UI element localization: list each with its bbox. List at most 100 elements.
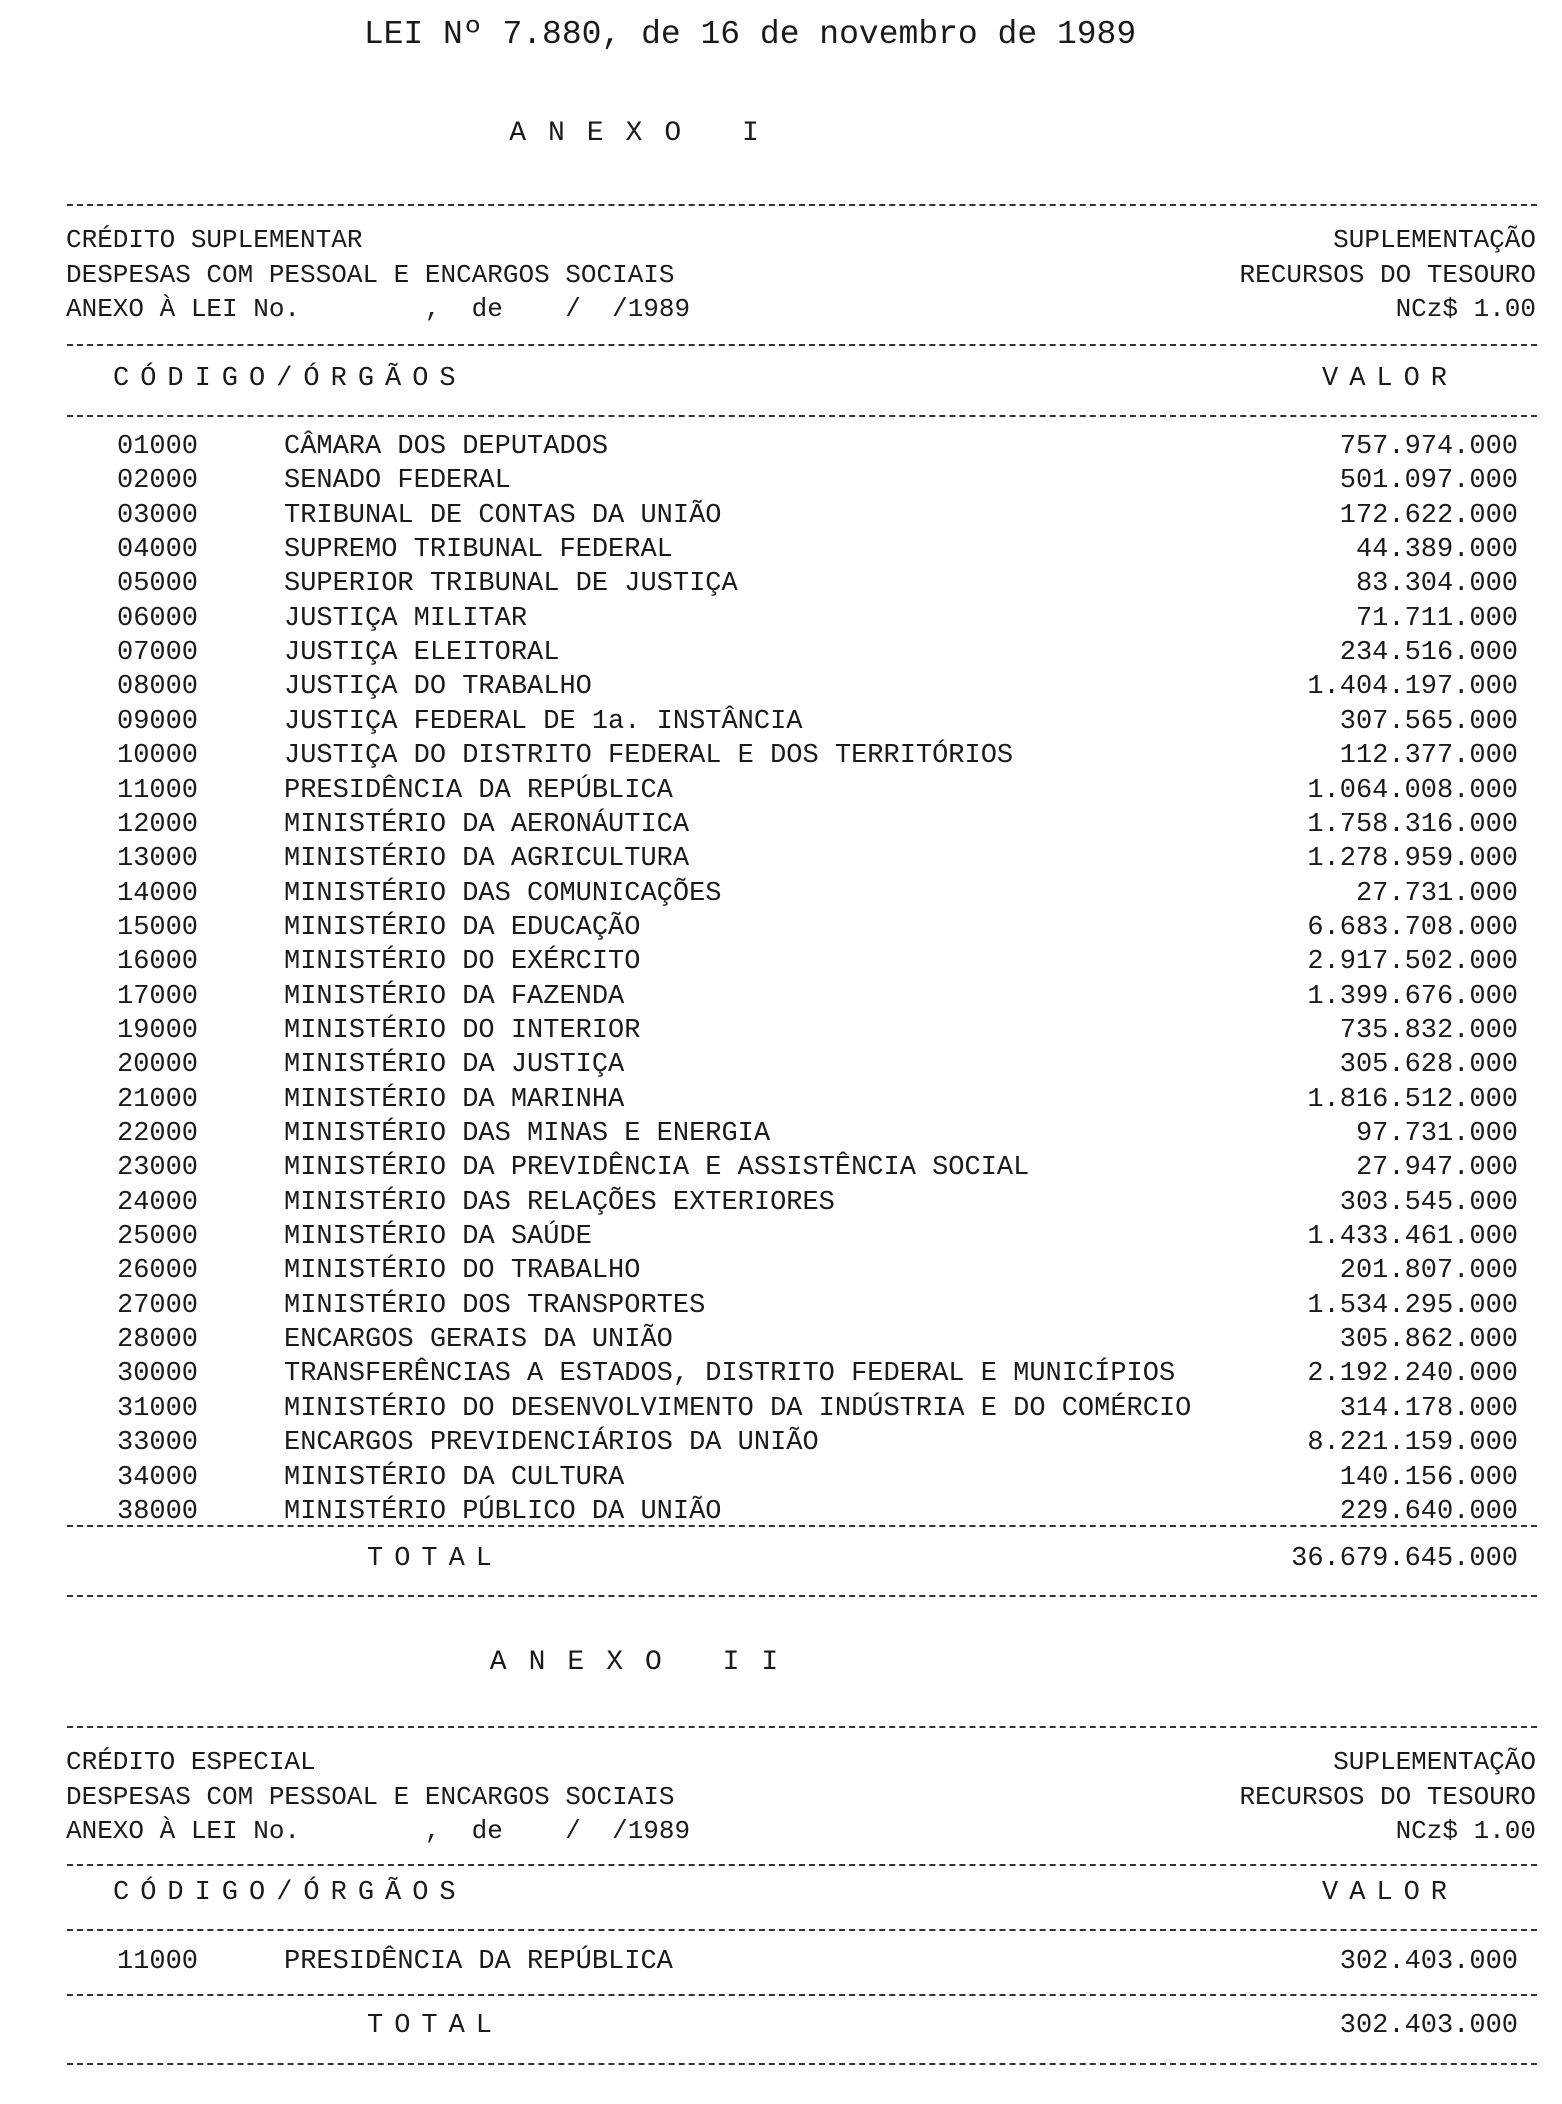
total-value: 302.403.000: [1339, 2011, 1518, 2041]
row-value: 735.832.000: [1339, 1015, 1518, 1046]
row-code: 14000: [117, 878, 199, 909]
divider: [67, 1994, 1537, 1996]
row-value: 97.731.000: [1355, 1119, 1518, 1149]
header-right-line: SUPLEMENTAÇÃO: [1333, 225, 1536, 255]
divider: [67, 1595, 1537, 1597]
row-name: MINISTÉRIO DA AERONÁUTICA: [284, 809, 690, 840]
divider: [67, 415, 1537, 417]
row-name: MINISTÉRIO DO EXÉRCITO: [284, 947, 641, 978]
row-value: 303.545.000: [1339, 1187, 1518, 1218]
header-left-line: ANEXO À LEI No. , de / /1989: [66, 294, 691, 324]
table-row: 15000 MINISTÉRIO DA EDUCAÇÃO 6.683.708.000: [0, 913, 1562, 947]
row-value: 229.640.000: [1339, 1496, 1518, 1527]
table-row: 14000 MINISTÉRIO DAS COMUNICAÇÕES 27.731.0…: [0, 879, 1562, 913]
row-name: MINISTÉRIO DO TRABALHO: [284, 1256, 641, 1287]
row-code: 08000: [117, 672, 199, 703]
row-value: 8.221.159.000: [1307, 1428, 1518, 1459]
row-name: SENADO FEDERAL: [284, 466, 511, 497]
row-name: JUSTIÇA DO DISTRITO FEDERAL E DOS TERRIT…: [284, 741, 1014, 772]
table-row: 01000 CÂMARA DOS DEPUTADOS 757.974.000: [0, 432, 1562, 466]
row-value: 1.534.295.000: [1307, 1290, 1518, 1321]
header-left-line: DESPESAS COM PESSOAL E ENCARGOS SOCIAIS: [66, 1781, 675, 1812]
table-row: 16000 MINISTÉRIO DO EXÉRCITO 2.917.502.000: [0, 947, 1562, 981]
row-name: PRESIDÊNCIA DA REPÚBLICA: [284, 1947, 673, 1977]
table-row: 22000 MINISTÉRIO DAS MINAS E ENERGIA 97.73…: [0, 1119, 1562, 1153]
row-value: 27.731.000: [1355, 878, 1518, 909]
row-code: 28000: [117, 1325, 199, 1356]
table-row: 17000 MINISTÉRIO DA FAZENDA 1.399.676.000: [0, 982, 1562, 1016]
row-value: 172.622.000: [1339, 500, 1518, 531]
column-header-value: VALOR: [1322, 1878, 1459, 1908]
header-left-line: CRÉDITO ESPECIAL: [66, 1747, 316, 1777]
row-value: 27.947.000: [1355, 1153, 1518, 1184]
row-code: 25000: [117, 1222, 199, 1253]
row-name: SUPERIOR TRIBUNAL DE JUSTIÇA: [284, 569, 738, 600]
header-right-line: NCz$ 1.00: [1395, 294, 1536, 324]
divider: [67, 2063, 1537, 2065]
table-row: 10000 JUSTIÇA DO DISTRITO FEDERAL E DOS T…: [0, 741, 1562, 775]
row-value: 1.278.959.000: [1307, 844, 1518, 875]
table-row: 13000 MINISTÉRIO DA AGRICULTURA 1.278.959.…: [0, 844, 1562, 878]
row-name: TRANSFERÊNCIAS A ESTADOS, DISTRITO FEDER…: [284, 1359, 1176, 1390]
row-code: 11000: [117, 775, 199, 806]
row-value: 1.064.008.000: [1307, 775, 1518, 806]
row-value: 83.304.000: [1355, 569, 1518, 600]
row-name: MINISTÉRIO DAS RELAÇÕES EXTERIORES: [284, 1187, 835, 1218]
row-code: 09000: [117, 706, 199, 737]
annex-heading: ANEXO II: [489, 1647, 801, 1678]
table-row: 11000 PRESIDÊNCIA DA REPÚBLICA 302.403.000: [0, 1947, 1562, 1981]
table-row: 33000 ENCARGOS PREVIDENCIÁRIOS DA UNIÃO 8.…: [0, 1428, 1562, 1462]
row-code: 20000: [117, 1050, 199, 1081]
header-right-line: RECURSOS DO TESOURO: [1239, 1781, 1536, 1812]
row-name: JUSTIÇA DO TRABALHO: [284, 672, 592, 703]
row-code: 21000: [117, 1084, 199, 1115]
table-row: 11000 PRESIDÊNCIA DA REPÚBLICA 1.064.008.0…: [0, 776, 1562, 810]
header-right-line: RECURSOS DO TESOURO: [1239, 259, 1536, 290]
row-code: 05000: [117, 569, 199, 600]
row-value: 307.565.000: [1339, 706, 1518, 737]
row-name: JUSTIÇA FEDERAL DE 1a. INSTÂNCIA: [284, 706, 803, 737]
row-code: 02000: [117, 466, 199, 497]
row-value: 2.917.502.000: [1307, 947, 1518, 978]
row-value: 6.683.708.000: [1307, 912, 1518, 943]
row-name: MINISTÉRIO PÚBLICO DA UNIÃO: [284, 1496, 722, 1527]
row-code: 17000: [117, 981, 199, 1012]
table-row: 06000 JUSTIÇA MILITAR 71.711.000: [0, 604, 1562, 638]
row-value: 305.628.000: [1339, 1050, 1518, 1081]
table-row: 20000 MINISTÉRIO DA JUSTIÇA 305.628.000: [0, 1050, 1562, 1084]
table-row: 02000 SENADO FEDERAL 501.097.000: [0, 466, 1562, 500]
table-row: 30000 TRANSFERÊNCIAS A ESTADOS, DISTRITO …: [0, 1359, 1562, 1393]
row-code: 33000: [117, 1428, 199, 1459]
row-name: CÂMARA DOS DEPUTADOS: [284, 432, 609, 462]
divider: [67, 344, 1537, 346]
row-name: JUSTIÇA MILITAR: [284, 603, 528, 634]
row-name: MINISTÉRIO DO DESENVOLVIMENTO DA INDÚSTR…: [284, 1393, 1192, 1424]
table-row: 21000 MINISTÉRIO DA MARINHA 1.816.512.000: [0, 1085, 1562, 1119]
table-row: 23000 MINISTÉRIO DA PREVIDÊNCIA E ASSISTÊ…: [0, 1153, 1562, 1187]
header-left-line: ANEXO À LEI No. , de / /1989: [66, 1816, 691, 1846]
row-code: 27000: [117, 1290, 199, 1321]
row-code: 24000: [117, 1187, 199, 1218]
table-row: 24000 MINISTÉRIO DAS RELAÇÕES EXTERIORES 3…: [0, 1188, 1562, 1222]
row-code: 31000: [117, 1393, 199, 1424]
row-value: 112.377.000: [1339, 741, 1518, 772]
row-code: 15000: [117, 912, 199, 943]
row-value: 234.516.000: [1339, 638, 1518, 669]
row-code: 10000: [117, 741, 199, 772]
row-value: 501.097.000: [1339, 466, 1518, 497]
row-value: 2.192.240.000: [1307, 1359, 1518, 1390]
table-row: 25000 MINISTÉRIO DA SAÚDE 1.433.461.000: [0, 1222, 1562, 1256]
header-right-line: NCz$ 1.00: [1395, 1816, 1536, 1846]
row-value: 757.974.000: [1339, 432, 1518, 462]
row-name: MINISTÉRIO DA PREVIDÊNCIA E ASSISTÊNCIA …: [284, 1153, 1030, 1184]
row-code: 06000: [117, 603, 199, 634]
row-code: 30000: [117, 1359, 199, 1390]
table-row: 04000 SUPREMO TRIBUNAL FEDERAL 44.389.000: [0, 535, 1562, 569]
row-name: ENCARGOS GERAIS DA UNIÃO: [284, 1325, 673, 1356]
table-row: 27000 MINISTÉRIO DOS TRANSPORTES 1.534.295…: [0, 1291, 1562, 1325]
row-name: MINISTÉRIO DA EDUCAÇÃO: [284, 912, 641, 943]
row-name: MINISTÉRIO DA FAZENDA: [284, 981, 625, 1012]
header-right-line: SUPLEMENTAÇÃO: [1333, 1747, 1536, 1777]
row-name: PRESIDÊNCIA DA REPÚBLICA: [284, 775, 673, 806]
row-name: MINISTÉRIO DA JUSTIÇA: [284, 1050, 625, 1081]
